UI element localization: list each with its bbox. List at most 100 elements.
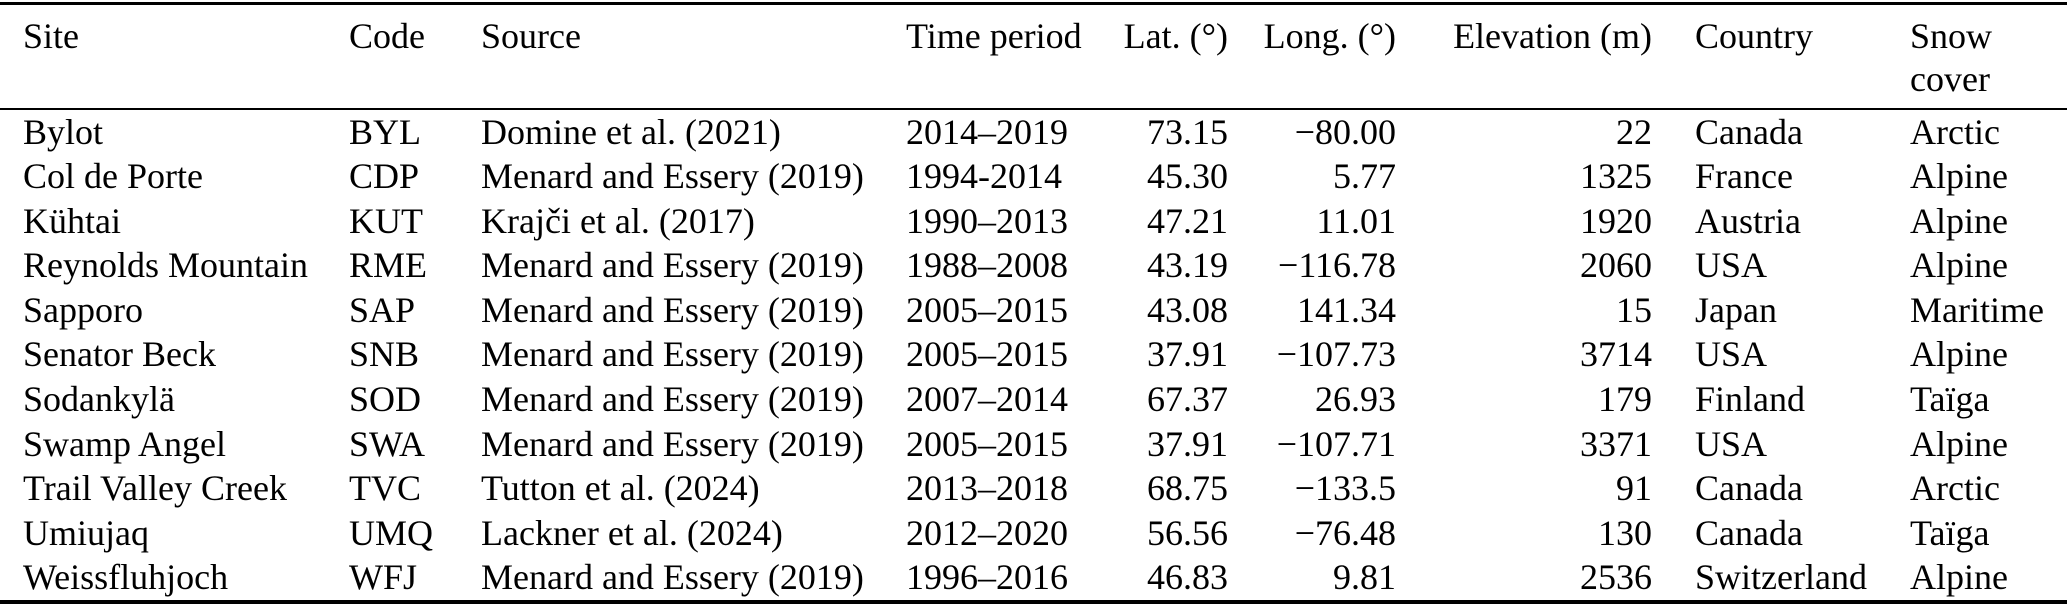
cell-latitude: 37.91 [1147,334,1228,375]
column-header-source: Source [481,3,906,110]
cell-elevation: 2536 [1580,557,1652,598]
cell-snow-cover: Arctic [1910,468,2000,509]
column-header-country: Country [1652,3,1910,110]
column-header-code: Code [349,3,481,110]
cell-longitude: 9.81 [1333,557,1396,598]
cell-latitude: 73.15 [1147,111,1228,152]
table-row: Kühtai KUT Krajči et al. (2017) 1990–2013 47… [0,199,2067,244]
cell-snow-cover: Maritime [1910,289,2044,330]
cell-code: TVC [349,468,421,509]
cell-elevation: 22 [1616,111,1652,152]
table-row: Sodankylä SOD Menard and Essery (2019) 2007… [0,377,2067,422]
cell-code: SNB [349,334,420,375]
cell-snow-cover: Alpine [1910,423,2008,464]
cell-code: SAP [349,289,416,330]
cell-time-period: 1996–2016 [906,557,1068,598]
cell-longitude: 26.93 [1315,379,1396,420]
cell-source: Menard and Essery (2019) [481,334,864,375]
column-header-latitude: Lat. (°) [1108,3,1228,110]
cell-snow-cover: Taïga [1910,379,1990,420]
cell-time-period: 2013–2018 [906,468,1068,509]
cell-site: Bylot [23,111,104,152]
cell-elevation: 15 [1616,289,1652,330]
cell-code: CDP [349,156,420,197]
cell-snow-cover: Taïga [1910,512,1990,553]
cell-source: Menard and Essery (2019) [481,156,864,197]
cell-code: UMQ [349,512,434,553]
table-row: Weissfluhjoch WFJ Menard and Essery (2019)… [0,555,2067,602]
cell-time-period: 2012–2020 [906,512,1068,553]
cell-country: Switzerland [1695,557,1867,598]
cell-site: Trail Valley Creek [23,468,287,509]
cell-country: USA [1695,334,1768,375]
cell-country: USA [1695,423,1768,464]
cell-site: Sodankylä [23,379,175,420]
cell-country: Canada [1695,111,1803,152]
cell-latitude: 43.19 [1147,245,1228,286]
cell-code: RME [349,245,428,286]
cell-source: Menard and Essery (2019) [481,557,864,598]
cell-elevation: 179 [1598,379,1652,420]
cell-code: SWA [349,423,426,464]
cell-time-period: 1990–2013 [906,200,1068,241]
cell-elevation: 3371 [1580,423,1652,464]
column-header-longitude: Long. (°) [1228,3,1396,110]
cell-elevation: 2060 [1580,245,1652,286]
cell-site: Kühtai [23,200,121,241]
cell-snow-cover: Alpine [1910,200,2008,241]
cell-latitude: 46.83 [1147,557,1228,598]
table-row: Reynolds Mountain RME Menard and Essery (2… [0,243,2067,288]
cell-time-period: 1994-2014 [906,156,1062,197]
cell-source: Lackner et al. (2024) [481,512,783,553]
cell-snow-cover: Alpine [1910,156,2008,197]
column-header-site: Site [0,3,349,110]
table-row: Swamp Angel SWA Menard and Essery (2019) 20… [0,422,2067,467]
cell-country: Finland [1695,379,1806,420]
column-header-elevation: Elevation (m) [1396,3,1652,110]
cell-time-period: 2005–2015 [906,423,1068,464]
cell-latitude: 43.08 [1147,289,1228,330]
cell-latitude: 67.37 [1147,379,1228,420]
cell-longitude: 11.01 [1316,200,1396,241]
cell-longitude: 5.77 [1333,156,1396,197]
table-row: Sapporo SAP Menard and Essery (2019) 2005–2… [0,288,2067,333]
cell-longitude: −107.73 [1276,334,1396,375]
cell-latitude: 37.91 [1147,423,1228,464]
cell-elevation: 1325 [1580,156,1652,197]
cell-code: BYL [349,111,421,152]
cell-latitude: 56.56 [1147,512,1228,553]
cell-site: Umiujaq [23,512,149,553]
table-row: Umiujaq UMQ Lackner et al. (2024) 2012–2020… [0,511,2067,556]
cell-country: France [1695,156,1793,197]
cell-longitude: −76.48 [1294,512,1396,553]
cell-elevation: 3714 [1580,334,1652,375]
table-row: Bylot BYL Domine et al. (2021) 2014–2019 73.… [0,109,2067,155]
cell-longitude: −80.00 [1294,111,1396,152]
cell-time-period: 2014–2019 [906,111,1068,152]
cell-code: SOD [349,379,422,420]
cell-elevation: 91 [1616,468,1652,509]
table-row: Col de Porte CDP Menard and Essery (2019) 1… [0,154,2067,199]
cell-country: Austria [1695,200,1801,241]
table-row: Senator Beck SNB Menard and Essery (2019) 2… [0,332,2067,377]
cell-site: Weissfluhjoch [23,557,229,598]
cell-longitude: −133.5 [1294,468,1396,509]
cell-elevation: 130 [1598,512,1652,553]
cell-country: Japan [1695,289,1777,330]
cell-time-period: 2005–2015 [906,289,1068,330]
cell-snow-cover: Arctic [1910,111,2000,152]
header-row: Site Code Source Time period Lat. (°) Long. (… [0,3,2067,110]
cell-time-period: 2007–2014 [906,379,1068,420]
cell-latitude: 45.30 [1147,156,1228,197]
cell-site: Swamp Angel [23,423,226,464]
cell-latitude: 47.21 [1147,200,1228,241]
table-row: Trail Valley Creek TVC Tutton et al. (2024… [0,466,2067,511]
cell-site: Sapporo [23,289,143,330]
cell-source: Tutton et al. (2024) [481,468,760,509]
cell-site: Col de Porte [23,156,203,197]
cell-source: Krajči et al. (2017) [481,200,755,241]
cell-country: Canada [1695,512,1803,553]
column-header-time-period: Time period [906,3,1108,110]
